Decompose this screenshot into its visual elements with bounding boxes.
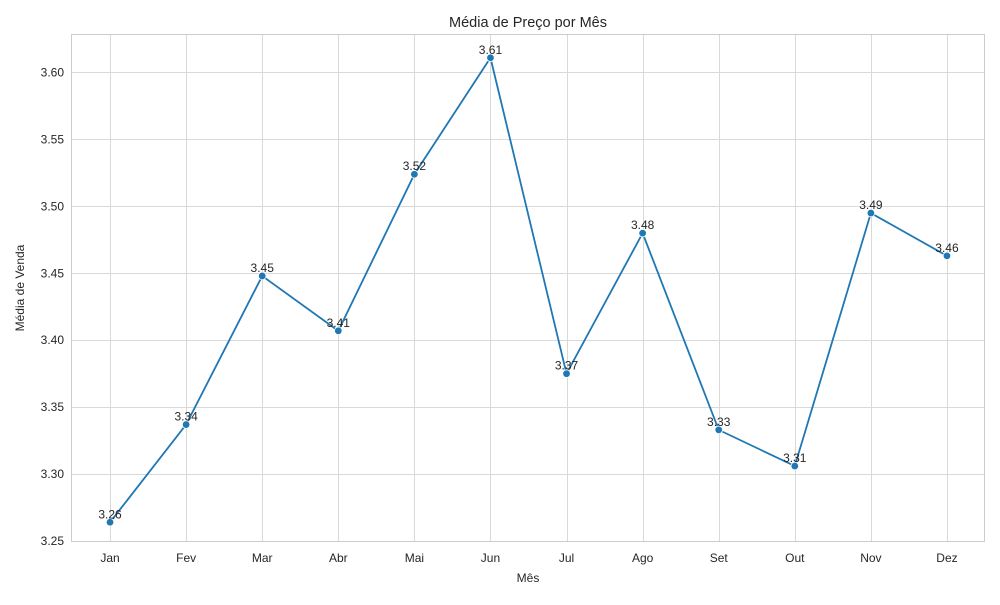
- series: [105, 53, 952, 527]
- y-tick-label: 3.50: [41, 199, 65, 213]
- x-tick-label: Jun: [481, 551, 500, 565]
- y-tick-label: 3.35: [41, 400, 65, 414]
- data-point: [714, 425, 723, 435]
- data-point: [942, 251, 952, 261]
- chart-title: Média de Preço por Mês: [449, 15, 607, 31]
- data-label: 3.45: [251, 261, 275, 275]
- y-tick-label: 3.45: [41, 266, 65, 280]
- data-label: 3.49: [859, 198, 883, 212]
- data-point: [486, 53, 495, 62]
- x-tick-label: Set: [710, 551, 729, 565]
- y-tick-label: 3.30: [41, 467, 65, 481]
- data-label: 3.37: [555, 359, 579, 373]
- data-point: [866, 208, 876, 218]
- data-label: 3.48: [631, 218, 655, 232]
- y-tick-label: 3.60: [41, 65, 65, 79]
- data-point: [105, 518, 115, 527]
- x-tick-label: Jul: [559, 551, 574, 565]
- plot-frame: [71, 34, 985, 542]
- data-label: 3.31: [783, 451, 807, 465]
- x-tick-label: Dez: [936, 551, 957, 565]
- x-tick-label: Mar: [252, 551, 273, 565]
- x-tick-label: Ago: [632, 551, 654, 565]
- data-label: 3.46: [935, 241, 959, 255]
- data-point: [562, 369, 571, 378]
- data-label: 3.26: [98, 507, 122, 521]
- x-tick-label: Fev: [176, 551, 196, 565]
- data-label: 3.61: [479, 43, 503, 57]
- y-tick-label: 3.40: [41, 333, 65, 347]
- data-point: [790, 461, 799, 471]
- y-tick-label: 3.55: [41, 132, 65, 146]
- data-label: 3.52: [403, 159, 427, 173]
- data-point: [638, 228, 647, 238]
- x-tick-label: Abr: [329, 551, 348, 565]
- y-axis-ticks: 3.25 3.30 3.35 3.40 3.45 3.50 3.55 3.60: [41, 65, 65, 548]
- data-point: [181, 420, 191, 429]
- data-point: [258, 271, 267, 281]
- data-labels: 3.26 3.34 3.45 3.41 3.52 3.61 3.37 3.48 3.33 3.31…: [98, 43, 959, 522]
- x-tick-label: Nov: [860, 551, 881, 565]
- data-point: [410, 170, 419, 179]
- data-label: 3.33: [707, 415, 731, 429]
- data-label: 3.41: [327, 316, 351, 330]
- x-tick-label: Mai: [405, 551, 424, 565]
- data-label: 3.34: [174, 410, 198, 424]
- x-axis-ticks: Jan Fev Mar Abr Mai Jun Jul Ago Set Out Nov Dez: [100, 551, 957, 565]
- series-line: [109, 55, 948, 523]
- y-tick-label: 3.25: [41, 534, 65, 548]
- data-point: [334, 326, 343, 336]
- x-tick-label: Out: [785, 551, 805, 565]
- x-tick-label: Jan: [100, 551, 119, 565]
- y-axis-title: Média de Venda: [13, 244, 27, 331]
- x-axis-title: Mês: [517, 571, 540, 585]
